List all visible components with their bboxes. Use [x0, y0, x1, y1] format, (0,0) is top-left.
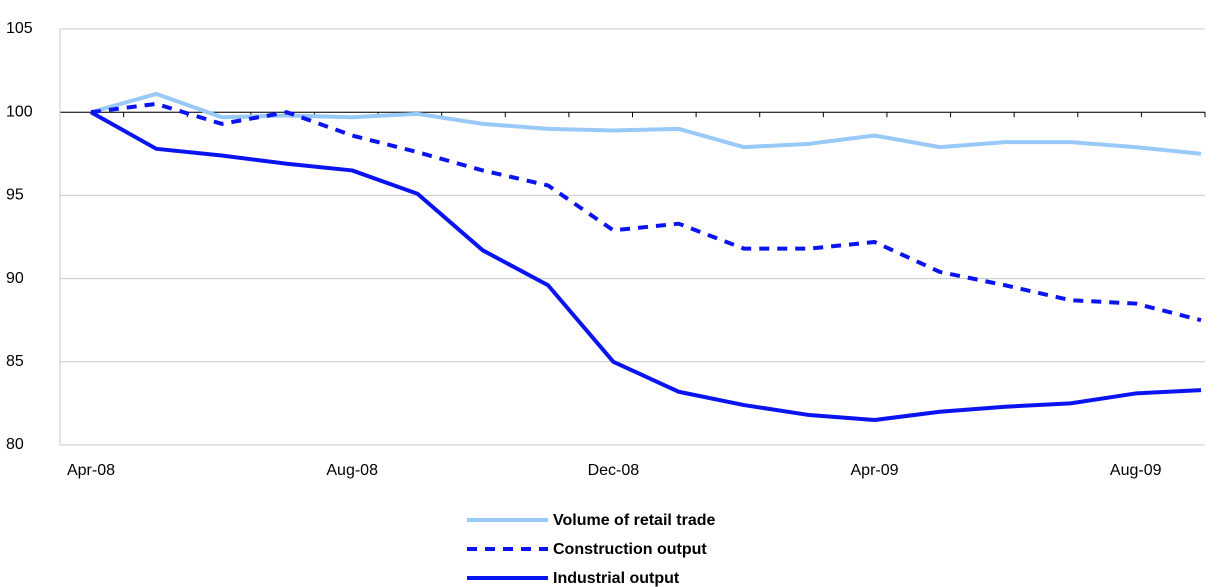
x-tick-label: Apr-08 — [67, 462, 115, 479]
y-tick-label: 90 — [6, 270, 24, 287]
x-tick-label: Aug-09 — [1110, 462, 1162, 479]
y-tick-label: 80 — [6, 436, 24, 453]
y-tick-label: 105 — [6, 20, 33, 37]
y-tick-label: 95 — [6, 187, 24, 204]
legend: Volume of retail trade Construction outpu… — [467, 512, 716, 587]
series-line — [90, 91, 1202, 156]
x-tick-label: Apr-09 — [851, 462, 899, 479]
legend-label: Volume of retail trade — [553, 512, 716, 529]
x-tick-label: Dec-08 — [588, 462, 640, 479]
y-tick-label: 100 — [6, 103, 33, 120]
y-tick-label: 85 — [6, 353, 24, 370]
legend-label: Construction output — [553, 541, 707, 558]
legend-label: Industrial output — [553, 570, 680, 587]
series-line — [90, 101, 1202, 323]
x-tick-label: Aug-08 — [326, 462, 378, 479]
series-line — [90, 110, 1202, 423]
